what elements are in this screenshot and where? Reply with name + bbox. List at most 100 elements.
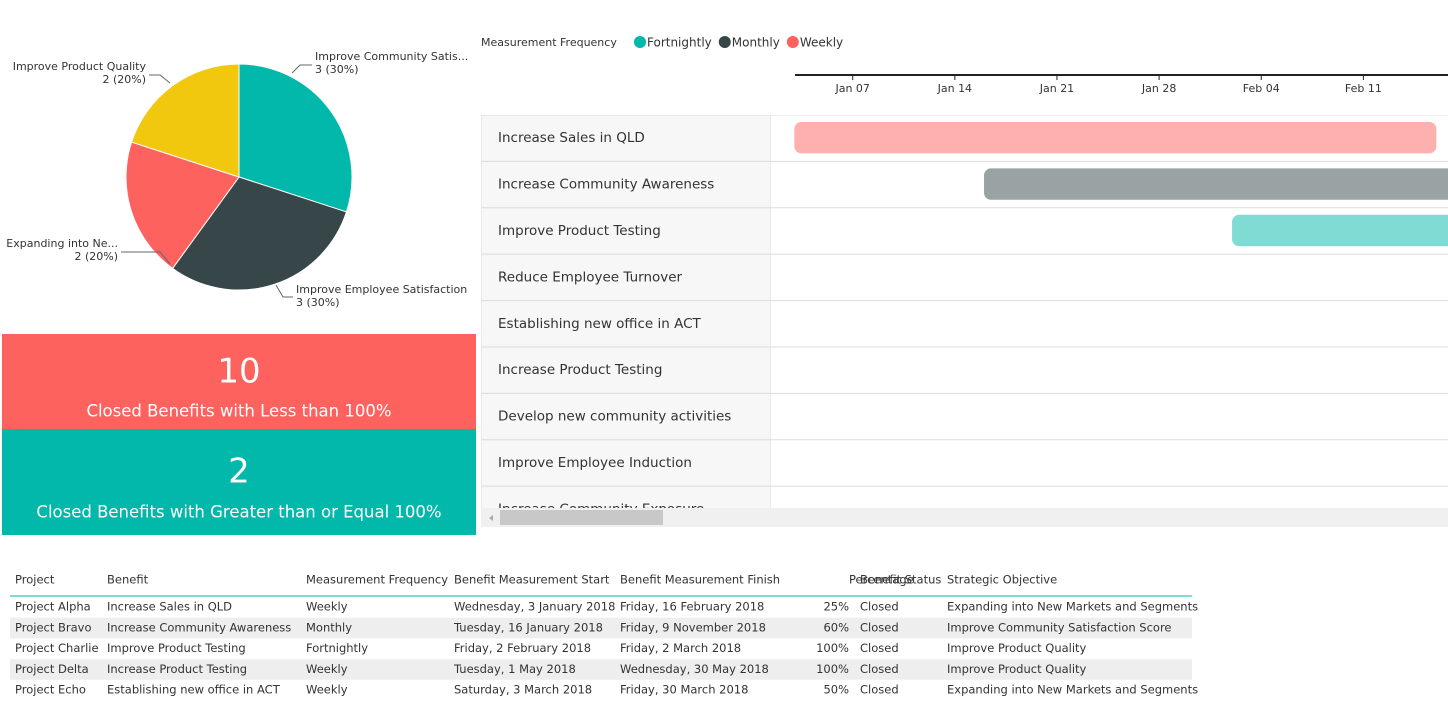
task-label: Establishing new office in ACT — [498, 316, 702, 332]
pie-value-label: 3 (30%) — [296, 296, 340, 309]
pie-label: Expanding into Ne... — [6, 237, 118, 250]
x-tick-label: Jan 07 — [834, 82, 869, 95]
pie-value-label: 2 (20%) — [102, 73, 146, 86]
table-header: Measurement Frequency — [306, 573, 448, 587]
x-tick-label: Feb 11 — [1345, 82, 1382, 95]
task-cell — [481, 392, 771, 441]
legend-marker — [634, 36, 646, 48]
table-cell: Closed — [860, 683, 899, 697]
table-header: Benefit Status — [860, 573, 941, 587]
table-cell: Fortnightly — [306, 641, 368, 655]
pie-slice — [171, 176, 348, 291]
table-cell: Expanding into New Markets and Segments — [947, 600, 1198, 614]
task-label: Increase Product Testing — [498, 362, 662, 378]
table-cell: Project Charlie — [15, 641, 99, 655]
x-tick-label: Jan 28 — [1141, 82, 1176, 95]
gantt-labels: Increase Sales in QLD Increase Community … — [481, 115, 771, 517]
task-cell — [481, 160, 771, 209]
scrollbar-thumb[interactable] — [500, 510, 663, 525]
table-cell: Expanding into New Markets and Segments — [947, 683, 1198, 697]
table-cell: Improve Community Satisfaction Score — [947, 620, 1172, 634]
gantt-bar — [1232, 214, 1448, 247]
task-label: Increase Sales in QLD — [498, 130, 645, 146]
table-cell: 60% — [823, 620, 849, 634]
leader-line — [121, 251, 171, 265]
card-label: Closed Benefits with Less than 100% — [86, 402, 391, 421]
card-label: Closed Benefits with Greater than or Equ… — [36, 503, 441, 522]
card-teal — [2, 429, 476, 535]
x-tick-label: Jan 14 — [937, 82, 972, 95]
row-bg — [10, 617, 1192, 639]
table-cell: Friday, 9 November 2018 — [620, 620, 766, 634]
table-cell: Closed — [860, 600, 899, 614]
pie-slice — [238, 63, 353, 213]
table-cell: 100% — [816, 641, 849, 655]
row-bg — [10, 659, 1192, 680]
table-header: Project — [15, 573, 55, 587]
x-tick-label: Jan 21 — [1039, 82, 1074, 95]
table-cell: Weekly — [306, 600, 348, 614]
scroll-arrow[interactable] — [489, 515, 493, 521]
pie-slice — [130, 63, 240, 178]
table-cell: Friday, 16 February 2018 — [620, 600, 764, 614]
table-cell: Monthly — [306, 620, 352, 634]
table-cell: Project Echo — [15, 683, 86, 697]
table-cell: Establishing new office in ACT — [107, 683, 281, 697]
card-red — [2, 334, 476, 429]
table-cell: Closed — [860, 662, 899, 676]
table-cell: Closed — [860, 620, 899, 634]
table-cell: Improve Product Quality — [947, 662, 1087, 676]
legend-label: Monthly — [732, 36, 780, 50]
table-cell: Wednesday, 3 January 2018 — [454, 600, 615, 614]
gantt-bar — [984, 168, 1448, 200]
pie-value-label: 2 (20%) — [74, 250, 118, 263]
card-value: 2 — [228, 452, 250, 492]
table-cell: 25% — [823, 600, 849, 614]
task-label: Reduce Employee Turnover — [498, 269, 683, 285]
table-cell: Project Delta — [15, 662, 89, 676]
pie-label: Improve Community Satis... — [315, 50, 468, 63]
leader-line — [291, 64, 312, 74]
table-cell: Increase Sales in QLD — [107, 600, 232, 614]
table-cell: Improve Product Quality — [947, 641, 1087, 655]
task-label: Increase Community Exposure — [498, 501, 704, 517]
task-cell — [481, 207, 771, 255]
table-cell: Tuesday, 1 May 2018 — [453, 662, 576, 676]
task-cell — [481, 485, 771, 508]
table-cell: Tuesday, 16 January 2018 — [453, 620, 603, 634]
task-cell — [481, 253, 771, 302]
legend-marker — [786, 36, 799, 48]
table-header: Benefit — [107, 573, 149, 587]
table-cell: Friday, 2 March 2018 — [620, 641, 741, 655]
legend-label: Fortnightly — [647, 36, 712, 50]
legend-label: Weekly — [800, 36, 843, 50]
legend-title: Measurement Frequency — [481, 36, 617, 49]
x-tick-label: Feb 04 — [1243, 82, 1280, 95]
table-cell: Saturday, 3 March 2018 — [454, 683, 592, 697]
table-cell: Closed — [860, 641, 899, 655]
table-cell: Improve Product Testing — [107, 641, 246, 655]
task-label: Improve Product Testing — [498, 223, 661, 239]
task-label: Improve Employee Induction — [498, 455, 692, 471]
table-header: Benefit Measurement Finish — [620, 573, 780, 587]
scrollbar-track[interactable] — [481, 508, 1448, 527]
table-cell: Project Alpha — [15, 600, 91, 614]
table-cell: Friday, 30 March 2018 — [620, 683, 748, 697]
task-label: Develop new community activities — [498, 409, 731, 425]
pie-label: Improve Employee Satisfaction — [296, 283, 467, 296]
table-header: Strategic Objective — [947, 573, 1057, 587]
legend-marker — [718, 36, 731, 48]
gantt-bars — [771, 115, 1448, 487]
pie-label: Improve Product Quality — [13, 60, 147, 73]
task-label: Increase Community Awareness — [498, 177, 714, 193]
table-header: Percentage — [849, 573, 914, 587]
task-cell — [481, 346, 771, 394]
card-value: 10 — [217, 352, 260, 392]
table-cell: Increase Product Testing — [107, 662, 247, 676]
leader-line — [275, 284, 293, 298]
table-cell: Weekly — [306, 662, 348, 676]
table-header: Benefit Measurement Start — [454, 573, 610, 587]
gantt-bar — [794, 122, 1437, 154]
